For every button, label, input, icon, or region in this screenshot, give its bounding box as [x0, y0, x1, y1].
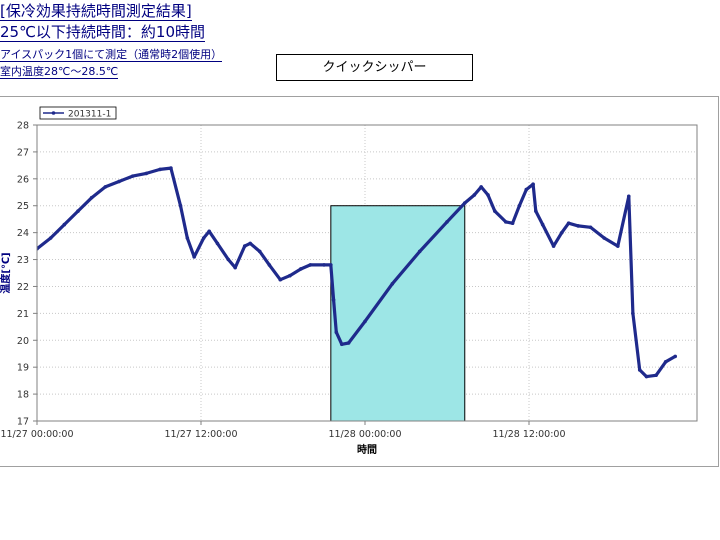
data-point — [417, 249, 422, 254]
data-point — [531, 182, 535, 186]
data-point — [248, 241, 252, 246]
data-point — [626, 194, 631, 199]
y-tick-label: 25 — [17, 201, 29, 212]
data-point — [390, 281, 395, 286]
data-point — [192, 255, 196, 259]
data-point — [631, 311, 635, 316]
y-tick-label: 24 — [17, 228, 29, 239]
highlight-region — [330, 205, 466, 422]
legend: 201311-1 — [39, 106, 117, 120]
x-tick-label: 11/28 12:00:00 — [492, 429, 565, 440]
legend-box — [39, 106, 117, 120]
data-point — [288, 273, 292, 278]
data-point — [215, 241, 220, 246]
data-point — [298, 267, 303, 271]
y-tick-label: 20 — [17, 336, 29, 347]
y-tick-label: 26 — [17, 174, 29, 185]
y-axis-title: 温度[℃] — [0, 252, 12, 293]
y-tick-label: 27 — [17, 147, 29, 158]
data-point — [158, 167, 162, 172]
data-point — [331, 298, 336, 302]
data-point — [637, 368, 642, 372]
data-point — [616, 244, 620, 248]
data-point — [334, 330, 339, 334]
data-point — [201, 236, 206, 240]
data-point — [233, 265, 237, 270]
data-point — [48, 236, 53, 240]
legend-swatch-marker — [51, 111, 56, 115]
data-point — [534, 209, 538, 213]
x-tick-label: 11/27 00:00:00 — [0, 429, 73, 440]
data-point — [654, 373, 658, 378]
data-point — [551, 244, 556, 248]
data-point — [117, 179, 121, 184]
y-tick-label: 28 — [17, 121, 29, 132]
x-axis-title: 時間 — [357, 443, 377, 456]
measurement-note: アイスパック1個にて測定（通常時2個使用） — [0, 48, 223, 62]
data-point — [517, 203, 522, 208]
y-tick-label: 21 — [17, 309, 29, 320]
data-point — [308, 263, 313, 267]
data-point — [644, 374, 649, 379]
data-point — [566, 221, 571, 226]
plot-border — [36, 124, 698, 422]
y-tick-label: 22 — [17, 282, 29, 293]
data-point — [493, 209, 497, 213]
y-tick-label: 19 — [17, 363, 29, 374]
data-point — [673, 354, 678, 359]
data-point — [663, 360, 668, 364]
data-point — [524, 187, 529, 192]
data-point — [346, 341, 351, 345]
legend-label: 201311-1 — [68, 110, 111, 120]
data-point — [76, 209, 80, 213]
data-point — [462, 201, 467, 205]
data-point — [130, 174, 135, 178]
data-point — [226, 257, 231, 262]
data-point — [278, 277, 283, 282]
data-point — [178, 203, 183, 208]
data-point — [560, 230, 564, 235]
data-point — [322, 263, 326, 267]
data-point — [144, 171, 149, 176]
data-point — [185, 236, 190, 240]
data-point — [363, 319, 367, 324]
data-point — [576, 224, 580, 228]
x-tick-label: 11/27 12:00:00 — [164, 429, 237, 440]
data-point — [479, 185, 483, 189]
data-point — [472, 193, 477, 197]
page-title: [保冷効果持続時間測定結果] — [0, 2, 192, 21]
data-point — [169, 166, 173, 170]
data-point — [103, 185, 108, 189]
data-point — [89, 195, 94, 200]
data-point — [62, 222, 67, 227]
y-tick-label: 18 — [17, 390, 29, 401]
y-tick-label: 17 — [17, 417, 29, 428]
data-point — [267, 263, 272, 267]
product-name-box: クイックシッパー — [276, 54, 473, 81]
data-point — [602, 236, 606, 240]
chart-frame: 17 18 19 20 21 22 23 24 25 26 27 28 11/27 00:00:00 11… — [0, 96, 719, 467]
data-point — [510, 221, 515, 226]
data-point — [257, 249, 262, 254]
data-point — [540, 222, 545, 227]
y-tick-label: 23 — [17, 255, 29, 266]
duration-headline: 25℃以下持続時間：約10時間 — [0, 23, 206, 42]
data-point — [207, 229, 211, 234]
data-point — [242, 244, 247, 248]
temperature-chart: 17 18 19 20 21 22 23 24 25 26 27 28 11/27 00:00:00 11… — [0, 106, 698, 456]
data-point — [503, 220, 508, 224]
x-tick-label: 11/28 00:00:00 — [328, 429, 401, 440]
data-point — [486, 193, 490, 197]
data-point — [339, 342, 344, 347]
data-point — [445, 220, 449, 224]
data-point — [329, 263, 333, 267]
data-point — [588, 225, 593, 230]
room-temperature-note: 室内温度28℃～28.5℃ — [0, 65, 119, 79]
